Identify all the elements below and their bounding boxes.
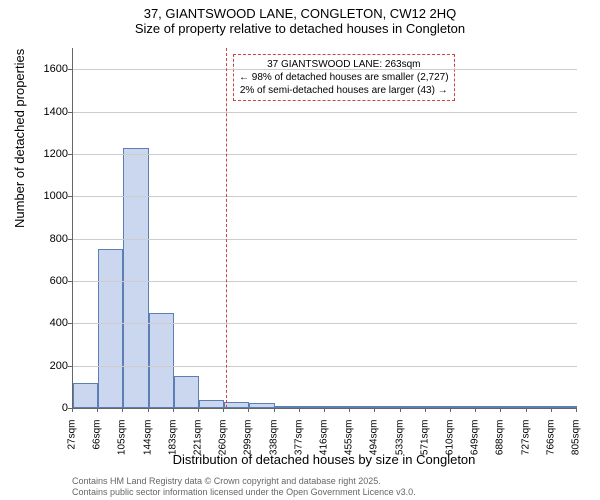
histogram-bar [199,400,224,408]
y-tick-mark [68,366,72,367]
x-tick-label: 455sqm [344,420,355,460]
histogram-bar [426,406,451,408]
plot-area: 37 GIANTSWOOD LANE: 263sqm ← 98% of deta… [72,48,577,409]
x-tick-mark [122,408,123,412]
x-tick-label: 727sqm [520,420,531,460]
x-tick-label: 66sqm [92,420,103,460]
x-tick-label: 649sqm [470,420,481,460]
gridline [73,323,577,324]
y-tick-mark [68,69,72,70]
y-tick-label: 600 [28,275,68,287]
histogram-bar [249,403,274,408]
y-tick-label: 1000 [28,190,68,202]
x-tick-mark [173,408,174,412]
footer-text: Contains HM Land Registry data © Crown c… [72,476,416,498]
x-tick-label: 688sqm [495,420,506,460]
histogram-bar [401,406,426,408]
gridline [73,154,577,155]
y-tick-label: 0 [28,402,68,414]
histogram-bar [375,406,400,408]
y-tick-mark [68,112,72,113]
x-tick-label: 105sqm [117,420,128,460]
y-tick-mark [68,281,72,282]
x-tick-mark [475,408,476,412]
y-tick-label: 1200 [28,148,68,160]
x-tick-mark [148,408,149,412]
x-tick-label: 494sqm [369,420,380,460]
x-tick-mark [400,408,401,412]
x-tick-mark [223,408,224,412]
histogram-bar [476,406,501,408]
chart-subtitle: Size of property relative to detached ho… [0,21,600,36]
x-tick-mark [248,408,249,412]
x-tick-mark [274,408,275,412]
annotation-line2: ← 98% of detached houses are smaller (2,… [239,71,449,84]
y-tick-label: 800 [28,233,68,245]
footer-line1: Contains HM Land Registry data © Crown c… [72,476,416,487]
x-tick-mark [425,408,426,412]
y-axis-label: Number of detached properties [12,49,27,228]
x-tick-mark [526,408,527,412]
gridline [73,281,577,282]
histogram-bar [501,406,526,408]
chart-container: 37, GIANTSWOOD LANE, CONGLETON, CW12 2HQ… [0,0,600,500]
annotation-line3: 2% of semi-detached houses are larger (4… [239,84,449,97]
x-tick-mark [97,408,98,412]
x-tick-mark [551,408,552,412]
histogram-bar [552,406,577,408]
x-tick-label: 610sqm [445,420,456,460]
histogram-bar [149,313,174,408]
histogram-bar [325,406,350,408]
y-tick-label: 1400 [28,106,68,118]
gridline [73,366,577,367]
histogram-bar [300,406,325,408]
histogram-bar [73,383,98,408]
y-tick-label: 400 [28,317,68,329]
x-tick-label: 27sqm [67,420,78,460]
annotation-box: 37 GIANTSWOOD LANE: 263sqm ← 98% of deta… [233,54,455,101]
x-tick-label: 144sqm [142,420,153,460]
gridline [73,112,577,113]
x-tick-label: 766sqm [545,420,556,460]
histogram-bar [123,148,148,408]
x-tick-label: 221sqm [193,420,204,460]
gridline [73,69,577,70]
footer-line2: Contains public sector information licen… [72,487,416,498]
x-tick-mark [72,408,73,412]
x-tick-mark [374,408,375,412]
histogram-bar [350,406,375,408]
x-tick-label: 183sqm [167,420,178,460]
y-tick-mark [68,154,72,155]
histogram-bar [174,376,199,408]
x-tick-label: 260sqm [218,420,229,460]
y-tick-mark [68,323,72,324]
x-tick-label: 377sqm [293,420,304,460]
x-tick-label: 571sqm [419,420,430,460]
x-tick-label: 533sqm [394,420,405,460]
chart-title: 37, GIANTSWOOD LANE, CONGLETON, CW12 2HQ [0,0,600,21]
histogram-bar [527,406,552,408]
x-tick-label: 299sqm [243,420,254,460]
x-tick-mark [324,408,325,412]
x-tick-mark [299,408,300,412]
gridline [73,196,577,197]
y-tick-label: 1600 [28,63,68,75]
x-tick-label: 416sqm [319,420,330,460]
histogram-bar [451,406,476,408]
y-tick-mark [68,196,72,197]
histogram-bar [224,402,249,408]
x-tick-label: 805sqm [571,420,582,460]
y-tick-mark [68,239,72,240]
x-tick-mark [450,408,451,412]
x-tick-mark [576,408,577,412]
reference-line [226,48,227,408]
histogram-bar [275,406,300,408]
histogram-bar [98,249,123,408]
x-tick-mark [198,408,199,412]
x-tick-mark [349,408,350,412]
gridline [73,239,577,240]
y-tick-label: 200 [28,360,68,372]
x-tick-mark [500,408,501,412]
x-tick-label: 338sqm [268,420,279,460]
